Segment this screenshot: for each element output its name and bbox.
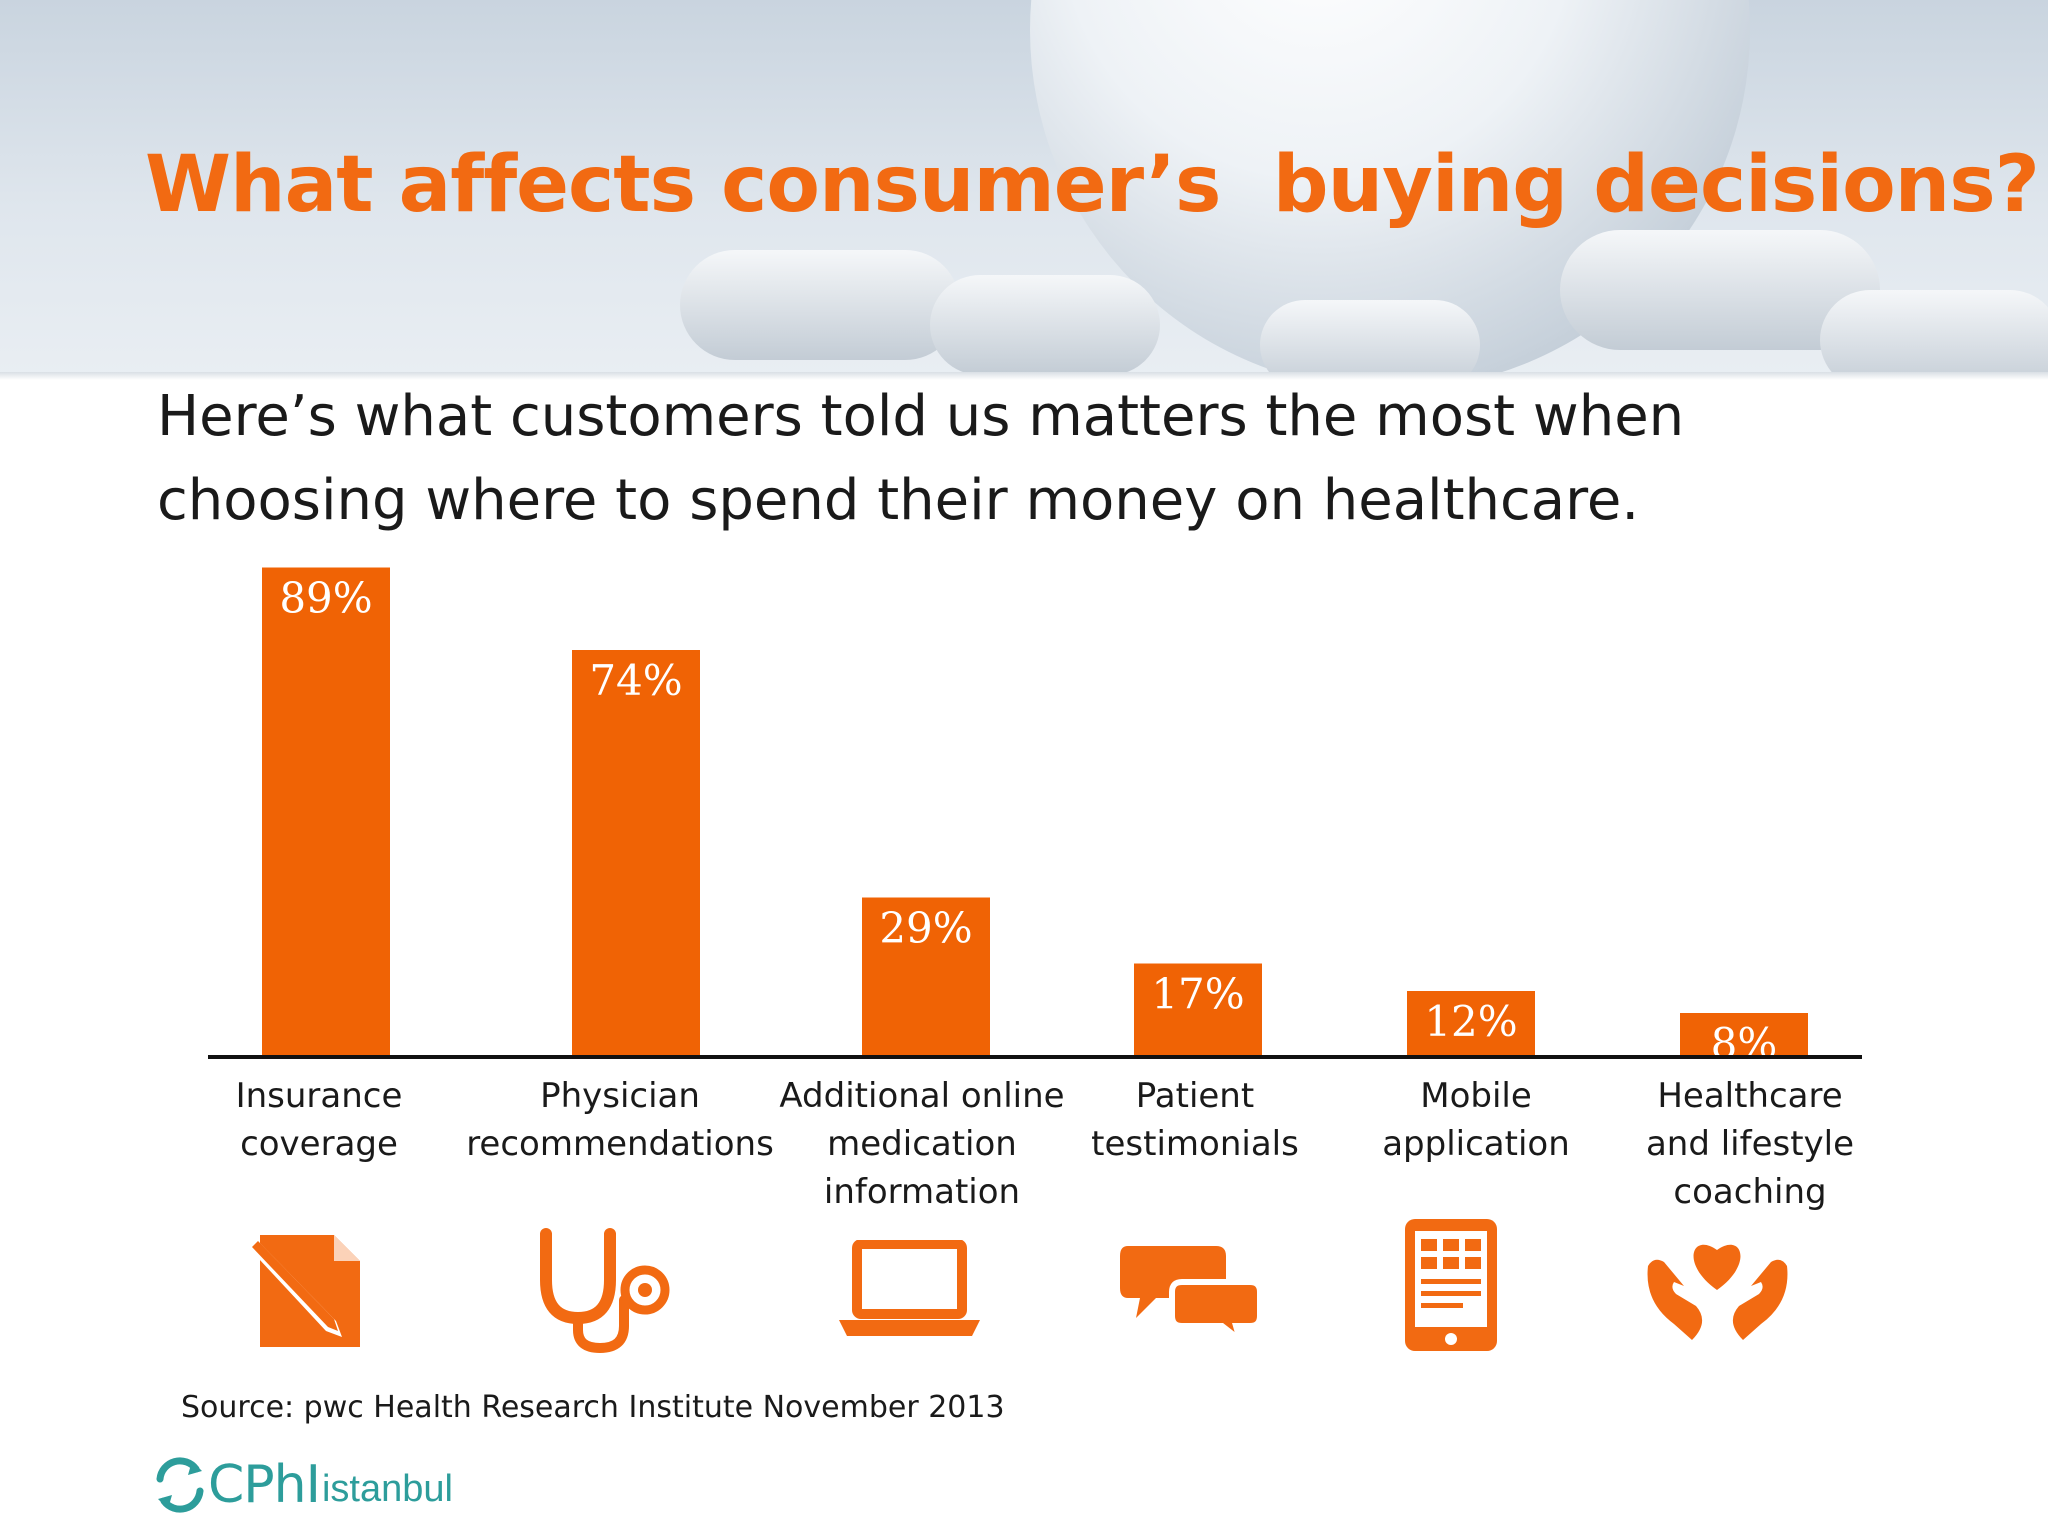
header-background — [0, 0, 2048, 378]
bar — [572, 650, 700, 1057]
tablet-icon — [1405, 1219, 1497, 1351]
bar-value-label: 29% — [879, 904, 972, 953]
bar — [862, 897, 990, 1057]
slide-subtitle: Here’s what customers told us matters th… — [157, 384, 1685, 533]
category-label: Physician recommendations — [466, 1076, 774, 1164]
bar-value-label: 17% — [1151, 970, 1244, 1019]
bar-value-label: 89% — [279, 574, 372, 623]
pen-paper-icon — [246, 1235, 360, 1347]
category-label: Additional online medication information — [779, 1076, 1064, 1212]
category-label: Patient testimonials — [1091, 1076, 1299, 1164]
cphi-logo: CPhI istanbul — [152, 1455, 453, 1515]
laptop-icon — [839, 1240, 980, 1336]
stethoscope-icon — [540, 1228, 670, 1353]
cphi-logo-icon — [156, 1457, 204, 1513]
bar — [1407, 991, 1535, 1057]
bar-value-label: 12% — [1424, 997, 1517, 1046]
heart-hands-icon — [1647, 1244, 1788, 1340]
bar — [1680, 1013, 1808, 1057]
bar — [1134, 963, 1262, 1057]
logo-name: CPhI — [208, 1455, 321, 1515]
category-label: Healthcare and lifestyle coaching — [1646, 1076, 1854, 1212]
bar-value-label: 8% — [1711, 1019, 1778, 1068]
category-label: Insurance coverage — [236, 1076, 403, 1164]
source-note: Source: pwc Health Research Institute No… — [181, 1390, 1005, 1425]
category-label: Mobile application — [1382, 1076, 1570, 1164]
slide-title: What affects consumer’s buying decisions… — [145, 140, 2040, 230]
bar — [262, 567, 390, 1057]
pill-image — [1820, 290, 2048, 378]
chat-bubbles-icon — [1120, 1246, 1260, 1343]
bar-value-label: 74% — [589, 656, 682, 705]
pill-image — [680, 250, 960, 360]
logo-subtitle: istanbul — [321, 1467, 453, 1510]
bar-chart: 89% Insurance coverage 74% Physician recommen… — [208, 567, 1862, 1212]
pill-image — [930, 275, 1160, 375]
header-divider — [0, 372, 2048, 380]
pill-image — [1260, 300, 1480, 378]
